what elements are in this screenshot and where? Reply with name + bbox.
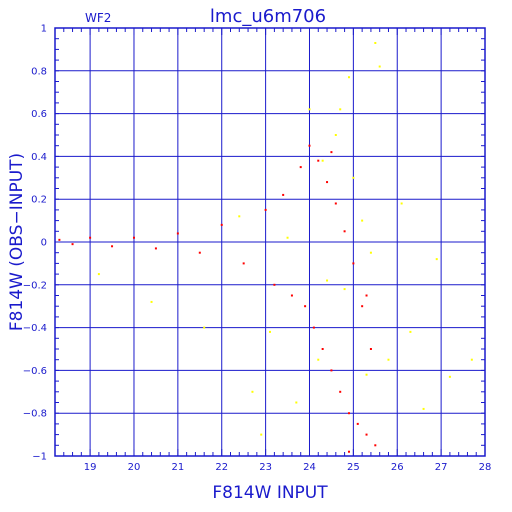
data-point: [273, 283, 276, 286]
data-point: [295, 401, 298, 404]
data-point: [71, 243, 74, 246]
data-point: [317, 159, 320, 162]
data-point: [312, 326, 315, 329]
x-tick-label: 28: [479, 462, 492, 473]
data-point: [321, 348, 324, 350]
data-point: [321, 159, 324, 162]
data-point: [220, 223, 223, 226]
data-point: [330, 369, 333, 372]
data-point: [299, 166, 302, 169]
data-point: [369, 348, 372, 350]
data-point: [198, 251, 201, 254]
data-point: [422, 407, 425, 410]
data-point: [347, 76, 350, 79]
data-point: [378, 65, 381, 68]
data-point: [339, 108, 342, 111]
y-tick-label: 1: [41, 24, 47, 35]
data-point: [286, 236, 289, 239]
data-point: [308, 108, 311, 111]
x-tick-label: 26: [391, 462, 404, 473]
data-point: [352, 176, 355, 179]
data-point: [387, 358, 390, 361]
chip-label: WF2: [85, 11, 111, 25]
y-tick-label: 0: [41, 238, 47, 249]
data-point: [365, 294, 368, 297]
chart-title: lmc_u6m706: [210, 6, 326, 27]
data-point: [154, 247, 157, 250]
data-point: [317, 358, 320, 361]
data-point: [308, 144, 311, 147]
data-point: [361, 305, 364, 308]
data-point: [176, 232, 179, 235]
data-point: [111, 245, 114, 248]
data-point: [238, 215, 241, 218]
x-tick-label: 25: [347, 462, 360, 473]
data-point: [242, 262, 245, 265]
data-point: [365, 373, 368, 376]
y-tick-label: 0.6: [31, 109, 47, 120]
x-tick-label: 19: [84, 462, 97, 473]
x-tick-label: 20: [128, 462, 141, 473]
data-point: [260, 433, 263, 436]
data-point: [361, 219, 364, 222]
data-point: [343, 230, 346, 233]
y-tick-label: 0.4: [31, 152, 47, 163]
data-point: [304, 305, 307, 308]
data-point: [58, 238, 61, 241]
y-tick-label: −0.2: [23, 280, 47, 291]
y-axis-title: F814W (OBS−INPUT): [7, 153, 27, 331]
data-point: [203, 326, 206, 329]
x-tick-label: 27: [435, 462, 448, 473]
data-point: [282, 193, 285, 196]
data-point: [132, 236, 135, 239]
data-point: [330, 151, 333, 154]
data-point: [290, 294, 293, 297]
data-point: [356, 422, 359, 425]
data-points: [58, 41, 473, 453]
data-point: [343, 288, 346, 291]
y-tick-label: −0.4: [23, 323, 47, 334]
axis-ticks: [54, 27, 486, 457]
x-tick-label: 24: [303, 462, 316, 473]
data-point: [89, 236, 92, 239]
x-tick-label: 21: [171, 462, 184, 473]
data-point: [334, 134, 337, 136]
data-point: [448, 375, 451, 378]
data-point: [409, 330, 412, 333]
data-point: [352, 262, 355, 265]
x-tick-label: 23: [259, 462, 272, 473]
data-point: [365, 433, 368, 436]
data-point: [435, 258, 438, 261]
data-point: [326, 181, 329, 184]
data-point: [150, 300, 153, 303]
data-point: [347, 450, 350, 453]
data-point: [369, 251, 372, 254]
data-point: [326, 279, 329, 282]
x-axis-title: F814W INPUT: [212, 483, 328, 503]
data-point: [251, 390, 254, 393]
y-tick-label: −1: [32, 452, 47, 463]
data-point: [374, 41, 377, 44]
tick-labels: 19 20 21 22 23 24 25 26 27 28 −1 −0.8 −0.6 −0.4 −0.2 0 0…: [23, 24, 492, 474]
data-point: [374, 444, 377, 447]
data-point: [269, 330, 271, 333]
y-tick-label: −0.6: [23, 366, 47, 377]
data-point: [97, 273, 100, 276]
y-tick-label: 0.8: [31, 66, 47, 77]
data-point: [264, 208, 267, 211]
y-tick-label: 0.2: [31, 195, 47, 206]
data-point: [347, 412, 350, 415]
data-point: [400, 202, 403, 205]
data-point: [334, 202, 337, 205]
x-tick-label: 22: [215, 462, 228, 473]
data-point: [470, 358, 473, 361]
data-point: [339, 390, 342, 393]
y-tick-label: −0.8: [23, 409, 47, 420]
